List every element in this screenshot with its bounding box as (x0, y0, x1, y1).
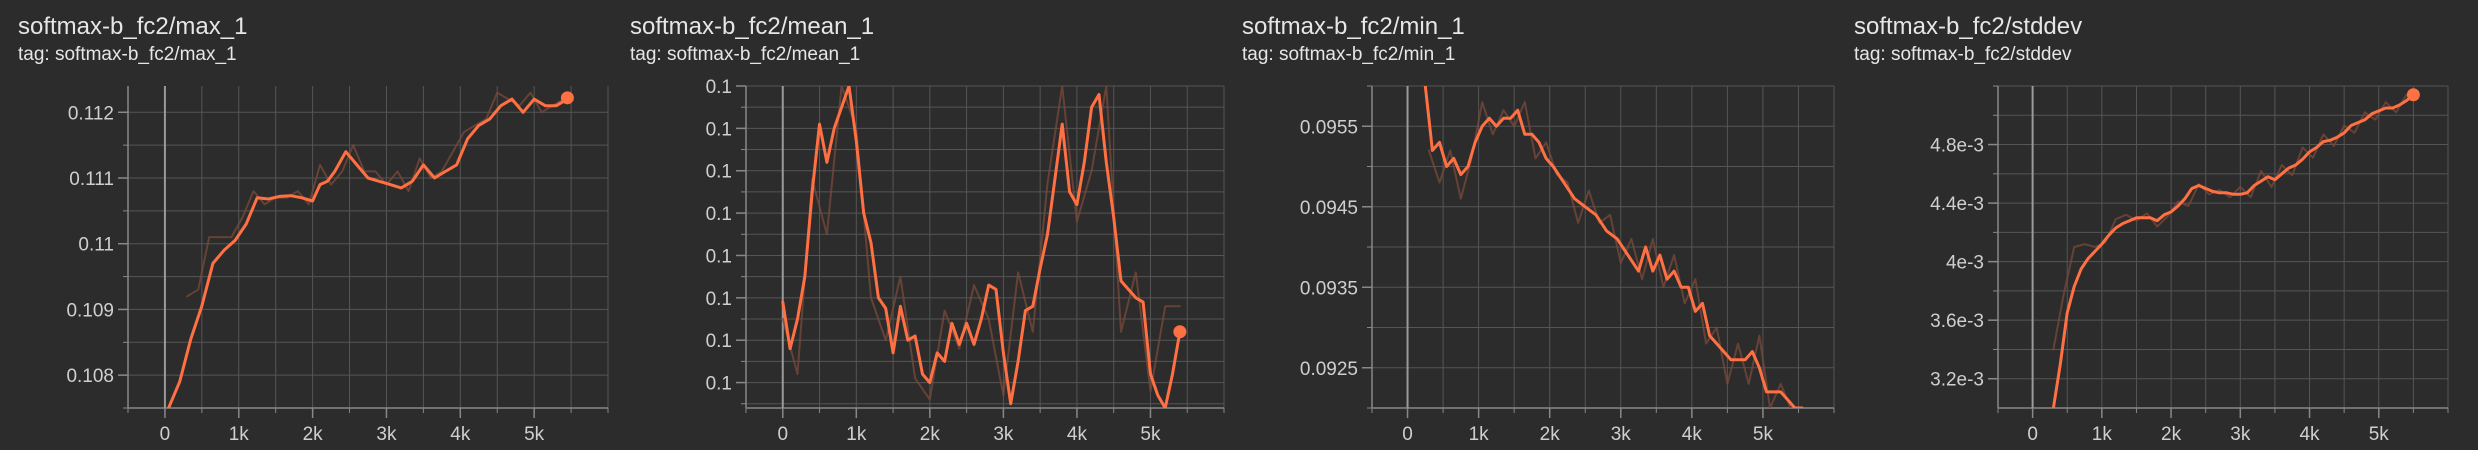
raw-series-line (186, 91, 565, 298)
grid-lines (745, 85, 1225, 408)
chart-svg-max[interactable]: 0.108 0.109 0.11 0.111 0.112 0 1k 2k 3k 4k 5k (0, 0, 612, 450)
y-tick-label: 0.1 (706, 162, 732, 183)
smoothed-series-line (1423, 86, 1804, 408)
y-tick-label: 0.111 (69, 169, 114, 190)
x-tick-label: 2k (303, 424, 324, 445)
x-tick-label: 2k (1540, 424, 1561, 445)
y-tick-label: 4e-3 (1946, 253, 1984, 274)
x-tick-label: 5k (1140, 424, 1161, 445)
chart-panel-min: softmax-b_fc2/min_1 tag: softmax-b_fc2/m… (1224, 0, 1836, 450)
last-value-marker (1173, 325, 1187, 339)
y-tick-label: 0.1 (706, 77, 732, 98)
y-tick-label: 0.0955 (1300, 117, 1358, 138)
y-tick-label: 3.6e-3 (1930, 311, 1984, 332)
chart-svg-min[interactable]: 0.0925 0.0935 0.0945 0.0955 0 1k 2k 3k 4k 5k (1224, 0, 1836, 450)
x-tick-label: 1k (1469, 424, 1490, 445)
grid-lines (127, 86, 609, 409)
series-group (2051, 93, 2415, 408)
chart-tag: tag: softmax-b_fc2/stddev (1854, 44, 2072, 65)
x-tick-label: 0 (1402, 424, 1413, 445)
y-tick-label: 4.8e-3 (1930, 136, 1984, 157)
chart-tag: tag: softmax-b_fc2/mean_1 (630, 44, 861, 65)
x-tick-label: 1k (229, 424, 250, 445)
x-tick-label: 1k (846, 424, 867, 445)
x-tick-label: 4k (450, 424, 471, 445)
x-tick-label: 5k (524, 424, 545, 445)
last-value-marker (2406, 88, 2420, 102)
chart-svg-stddev[interactable]: 3.2e-3 3.6e-3 4e-3 4.4e-3 4.8e-3 0 1k 2k 3k 4k 5k (1836, 0, 2449, 450)
y-tick-label: 3.2e-3 (1930, 370, 1984, 391)
chart-title: softmax-b_fc2/min_1 (1242, 13, 1465, 40)
y-tick-label: 0.1 (706, 331, 732, 352)
chart-panel-mean: softmax-b_fc2/mean_1 tag: softmax-b_fc2/… (612, 0, 1225, 450)
chart-title: softmax-b_fc2/mean_1 (630, 13, 875, 40)
y-tick-label: 0.112 (68, 103, 114, 124)
x-tick-label: 4k (1682, 424, 1703, 445)
y-tick-label: 0.0935 (1300, 278, 1358, 299)
x-tick-label: 0 (2027, 424, 2038, 445)
x-tick-label: 3k (376, 424, 397, 445)
series-group (781, 86, 1182, 408)
x-tick-label: 0 (777, 424, 788, 445)
chart-title: softmax-b_fc2/stddev (1854, 13, 2083, 40)
smoothed-series-line (167, 97, 569, 408)
x-tick-label: 0 (160, 424, 171, 445)
y-tick-label: 0.0945 (1300, 198, 1358, 219)
chart-title: softmax-b_fc2/max_1 (18, 13, 248, 40)
x-tick-label: 3k (993, 424, 1014, 445)
last-value-marker (560, 91, 574, 105)
chart-tag: tag: softmax-b_fc2/min_1 (1242, 44, 1456, 65)
grid-lines (1371, 85, 1835, 409)
x-tick-label: 4k (1067, 424, 1088, 445)
x-tick-label: 4k (2299, 424, 2320, 445)
x-tick-label: 3k (1611, 424, 1632, 445)
x-tick-label: 5k (2369, 424, 2390, 445)
series-group (1423, 86, 1804, 408)
grid-lines (1997, 85, 2449, 409)
x-tick-label: 5k (1753, 424, 1774, 445)
y-tick-label: 0.109 (66, 300, 114, 321)
y-tick-label: 0.1 (706, 119, 732, 140)
chart-panel-max: softmax-b_fc2/max_1 tag: softmax-b_fc2/m… (0, 0, 612, 450)
x-tick-label: 3k (2230, 424, 2251, 445)
x-tick-label: 2k (920, 424, 941, 445)
y-tick-label: 0.1 (706, 374, 732, 395)
chart-tag: tag: softmax-b_fc2/max_1 (18, 44, 237, 65)
smoothed-series-line (781, 86, 1182, 408)
y-tick-label: 4.4e-3 (1930, 194, 1984, 215)
x-tick-label: 2k (2161, 424, 2182, 445)
chart-svg-mean[interactable]: 0.1 0.1 0.1 0.1 0.1 0.1 0.1 0.1 0 1k 2k 3k 4k 5k (612, 0, 1225, 450)
y-tick-label: 0.11 (78, 235, 114, 256)
raw-series-line (781, 86, 1181, 401)
raw-series-line (2052, 93, 2408, 351)
smoothed-series-line (2051, 93, 2415, 408)
raw-series-line (1427, 101, 1792, 408)
y-tick-label: 0.108 (66, 366, 114, 387)
y-tick-label: 0.1 (706, 289, 732, 310)
y-tick-label: 0.1 (706, 204, 732, 225)
series-group (167, 91, 569, 408)
y-tick-label: 0.0925 (1300, 359, 1358, 380)
y-tick-label: 0.1 (706, 246, 732, 267)
chart-panel-stddev: softmax-b_fc2/stddev tag: softmax-b_fc2/… (1836, 0, 2449, 450)
x-tick-label: 1k (2092, 424, 2113, 445)
